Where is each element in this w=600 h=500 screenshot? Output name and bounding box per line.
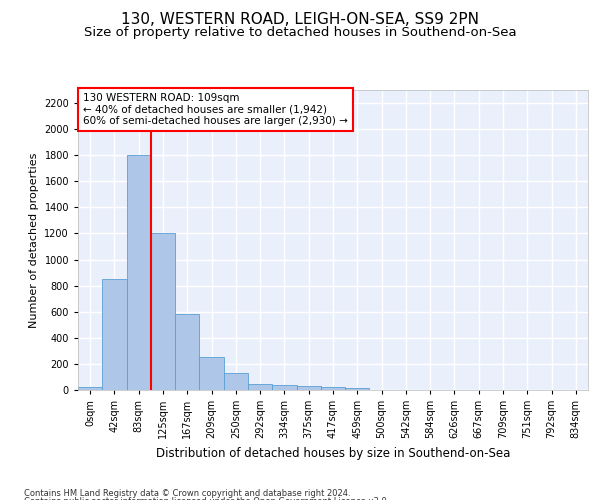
Bar — [272, 384, 296, 390]
Bar — [102, 279, 127, 390]
Bar — [224, 373, 248, 390]
Bar — [78, 386, 102, 390]
Bar — [151, 234, 175, 390]
Bar — [248, 384, 272, 390]
Text: Contains HM Land Registry data © Crown copyright and database right 2024.: Contains HM Land Registry data © Crown c… — [24, 488, 350, 498]
Bar — [199, 356, 224, 390]
Bar — [321, 387, 345, 390]
X-axis label: Distribution of detached houses by size in Southend-on-Sea: Distribution of detached houses by size … — [156, 446, 510, 460]
Bar — [175, 314, 199, 390]
Text: Contains public sector information licensed under the Open Government Licence v3: Contains public sector information licen… — [24, 497, 389, 500]
Text: Size of property relative to detached houses in Southend-on-Sea: Size of property relative to detached ho… — [83, 26, 517, 39]
Text: 130, WESTERN ROAD, LEIGH-ON-SEA, SS9 2PN: 130, WESTERN ROAD, LEIGH-ON-SEA, SS9 2PN — [121, 12, 479, 28]
Text: 130 WESTERN ROAD: 109sqm
← 40% of detached houses are smaller (1,942)
60% of sem: 130 WESTERN ROAD: 109sqm ← 40% of detach… — [83, 93, 348, 126]
Bar — [296, 386, 321, 390]
Bar — [127, 155, 151, 390]
Bar — [345, 388, 370, 390]
Y-axis label: Number of detached properties: Number of detached properties — [29, 152, 38, 328]
